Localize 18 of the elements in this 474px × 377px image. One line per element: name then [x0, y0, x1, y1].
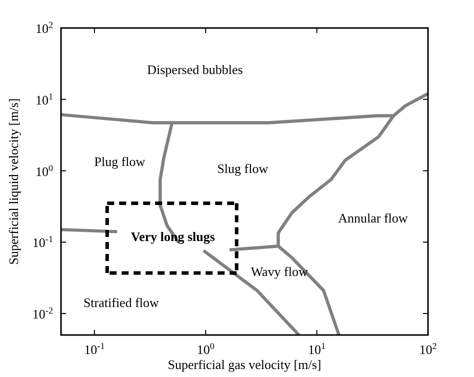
- annotation: Very long slugs: [130, 228, 215, 244]
- y-tick-label: 10$^{0}$: [35, 162, 54, 179]
- x-tick-label: 10$^{2}$: [419, 341, 438, 357]
- y-axis-title: Superficial liquid velocity [m/s]: [6, 98, 21, 265]
- annotation: Dispersed bubbles: [147, 62, 243, 78]
- annotation: Wavy flow: [250, 264, 309, 280]
- annotation: Slug flow: [217, 161, 269, 176]
- annotation: Annular flow: [338, 210, 408, 226]
- y-tick-label: 10$^{1}$: [35, 91, 53, 108]
- x-axis-title: Superficial gas velocity [m/s]: [168, 357, 322, 372]
- y-tick-label: 10$^{2}$: [35, 20, 54, 36]
- y-tick-label: 10$^{-1}$: [32, 234, 53, 250]
- y-tick-label: 10$^{-2}$: [32, 306, 54, 322]
- x-tick-label: 10$^{1}$: [308, 341, 326, 357]
- x-tick-label: 10$^{-1}$: [84, 341, 105, 357]
- x-tick-label: 10$^{0}$: [196, 341, 215, 357]
- annotation: Plug flow: [94, 154, 146, 170]
- annotation: Stratified flow: [83, 294, 160, 310]
